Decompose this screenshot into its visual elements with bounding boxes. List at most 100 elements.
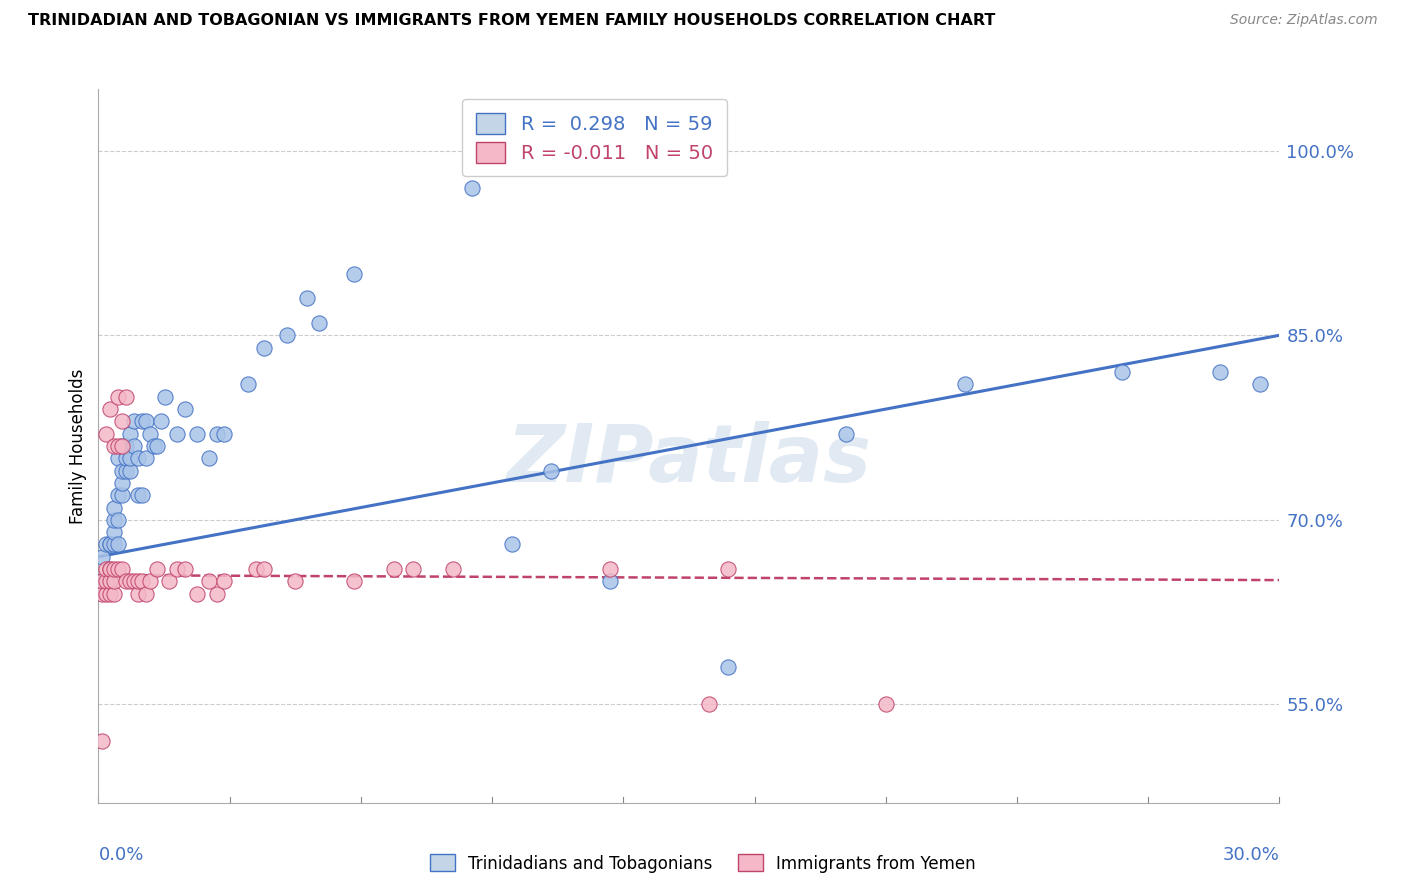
Point xyxy=(875,698,897,712)
Point xyxy=(382,562,405,576)
Point xyxy=(96,574,118,589)
Point xyxy=(111,475,134,490)
Point xyxy=(96,426,118,441)
Point xyxy=(135,587,157,601)
Point xyxy=(284,574,307,589)
Point xyxy=(111,464,134,478)
Point xyxy=(599,562,621,576)
Point xyxy=(107,390,129,404)
Point xyxy=(107,488,129,502)
Point xyxy=(103,513,125,527)
Point xyxy=(118,464,141,478)
Point xyxy=(236,377,259,392)
Point xyxy=(150,414,173,428)
Point xyxy=(214,426,236,441)
Point xyxy=(205,587,228,601)
Point xyxy=(111,562,134,576)
Point xyxy=(461,180,484,194)
Point xyxy=(98,562,121,576)
Point xyxy=(599,574,621,589)
Point xyxy=(127,574,149,589)
Point xyxy=(253,341,276,355)
Point xyxy=(214,574,236,589)
Point xyxy=(107,537,129,551)
Point xyxy=(127,587,149,601)
Point xyxy=(111,488,134,502)
Point xyxy=(276,328,298,343)
Text: 0.0%: 0.0% xyxy=(98,846,143,863)
Point xyxy=(245,562,267,576)
Point xyxy=(501,537,523,551)
Point xyxy=(953,377,976,392)
Point xyxy=(157,574,180,589)
Point xyxy=(1249,377,1271,392)
Point xyxy=(205,426,228,441)
Point xyxy=(103,587,125,601)
Point xyxy=(115,464,138,478)
Point xyxy=(295,291,318,305)
Point xyxy=(103,439,125,453)
Legend: Trinidadians and Tobagonians, Immigrants from Yemen: Trinidadians and Tobagonians, Immigrants… xyxy=(423,847,983,880)
Point xyxy=(115,451,138,466)
Point xyxy=(98,537,121,551)
Point xyxy=(118,574,141,589)
Point xyxy=(91,574,114,589)
Point xyxy=(197,574,219,589)
Point xyxy=(835,426,858,441)
Point xyxy=(717,562,740,576)
Point xyxy=(98,537,121,551)
Point xyxy=(103,500,125,515)
Point xyxy=(111,439,134,453)
Text: Source: ZipAtlas.com: Source: ZipAtlas.com xyxy=(1230,13,1378,28)
Point xyxy=(115,574,138,589)
Point xyxy=(131,574,153,589)
Point xyxy=(107,562,129,576)
Point xyxy=(186,587,208,601)
Point xyxy=(98,402,121,417)
Text: ZIPatlas: ZIPatlas xyxy=(506,421,872,500)
Point xyxy=(308,316,330,330)
Point xyxy=(98,574,121,589)
Point xyxy=(155,390,177,404)
Point xyxy=(253,562,276,576)
Point xyxy=(118,451,141,466)
Point xyxy=(186,426,208,441)
Point xyxy=(122,439,145,453)
Point xyxy=(103,525,125,540)
Text: TRINIDADIAN AND TOBAGONIAN VS IMMIGRANTS FROM YEMEN FAMILY HOUSEHOLDS CORRELATIO: TRINIDADIAN AND TOBAGONIAN VS IMMIGRANTS… xyxy=(28,13,995,29)
Point xyxy=(107,513,129,527)
Point xyxy=(166,562,188,576)
Point xyxy=(142,439,165,453)
Point xyxy=(1111,365,1133,379)
Point xyxy=(402,562,425,576)
Point xyxy=(96,562,118,576)
Point xyxy=(111,414,134,428)
Point xyxy=(96,587,118,601)
Point xyxy=(107,439,129,453)
Point xyxy=(122,414,145,428)
Point xyxy=(111,439,134,453)
Point xyxy=(343,267,366,281)
Point xyxy=(138,426,160,441)
Point xyxy=(115,390,138,404)
Point xyxy=(127,451,149,466)
Point xyxy=(96,537,118,551)
Point xyxy=(197,451,219,466)
Point xyxy=(1209,365,1232,379)
Text: 30.0%: 30.0% xyxy=(1223,846,1279,863)
Point xyxy=(98,574,121,589)
Point xyxy=(98,562,121,576)
Point xyxy=(138,574,160,589)
Point xyxy=(122,574,145,589)
Point xyxy=(343,574,366,589)
Point xyxy=(118,426,141,441)
Point xyxy=(131,414,153,428)
Point xyxy=(135,414,157,428)
Point xyxy=(174,402,197,417)
Point xyxy=(91,574,114,589)
Point xyxy=(91,734,114,748)
Point xyxy=(103,537,125,551)
Point xyxy=(540,464,562,478)
Point xyxy=(103,574,125,589)
Point xyxy=(91,549,114,564)
